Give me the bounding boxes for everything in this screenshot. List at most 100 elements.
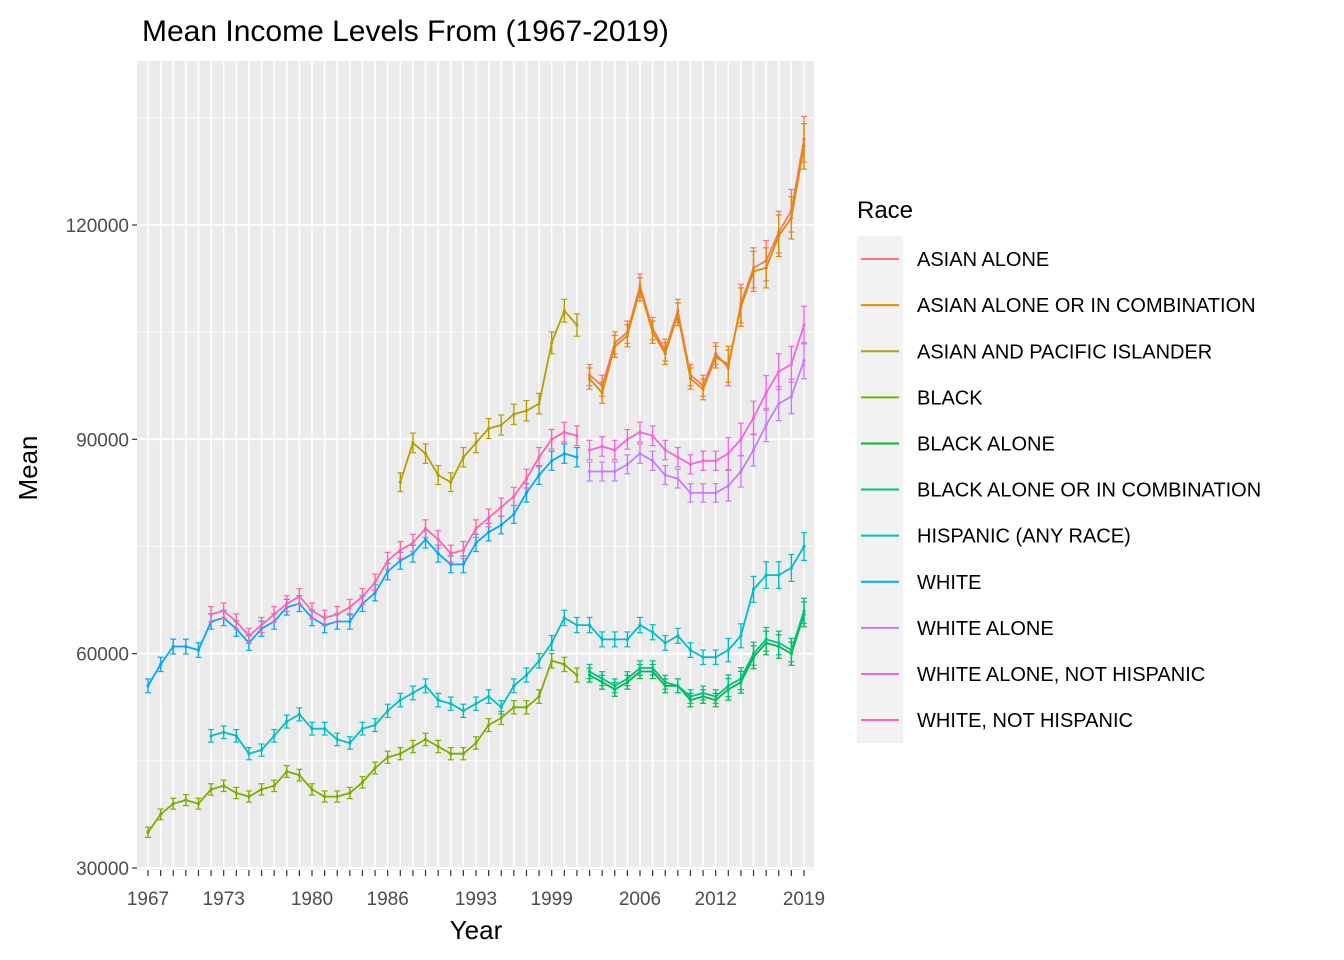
data-point [726,362,730,366]
data-point [234,734,238,738]
data-point [638,666,642,670]
data-point [550,659,554,663]
data-point [234,619,238,624]
data-point [499,705,503,709]
data-point [600,637,604,641]
data-point [222,730,226,734]
data-point [386,569,390,574]
data-point [701,691,705,695]
data-point [323,616,327,620]
data-point [575,673,579,677]
data-point [461,548,465,552]
data-point [651,630,655,634]
data-point [159,662,163,666]
data-point [651,434,655,438]
data-point [184,798,188,802]
data-point [537,659,541,663]
data-point [587,469,592,474]
data-point [285,769,289,774]
data-point [310,609,314,613]
y-tick-label: 60000 [76,645,129,666]
data-point [688,648,693,652]
legend-label-hispanic-any-race: HISPANIC (ANY RACE) [917,526,1131,548]
data-point [600,444,604,449]
data-point [802,544,806,549]
x-tick-label: 1967 [127,889,169,910]
data-point [512,494,516,499]
data-point [625,462,629,466]
data-point [600,469,604,474]
data-point [562,430,566,434]
data-point [297,594,301,599]
data-point [613,469,617,474]
data-point [159,812,163,817]
data-point [487,516,491,520]
x-tick-label: 1973 [203,889,245,910]
data-point [676,477,680,481]
data-point [461,455,465,459]
data-point [764,391,768,395]
data-point [751,269,756,274]
data-point [436,552,440,556]
data-point [373,591,377,595]
data-point [247,794,251,799]
data-point [613,637,617,641]
data-point [499,505,503,509]
data-point [726,452,730,456]
data-point [562,452,566,456]
data-point [663,448,667,452]
data-point [234,791,238,795]
data-point [726,484,730,488]
data-point [436,744,440,749]
data-point [512,412,516,416]
data-point [575,455,579,459]
data-point [537,455,541,459]
data-point [714,491,718,495]
data-point [701,491,705,495]
data-point [537,694,541,699]
data-point [789,394,793,399]
data-point [739,437,743,441]
series-line [589,610,805,698]
data-point [449,562,453,566]
data-point [398,752,402,756]
data-point [714,459,718,463]
data-point [688,377,693,381]
data-point [209,734,213,738]
data-point [310,787,314,792]
data-point [587,448,592,452]
data-point [550,641,554,645]
data-point [764,266,768,270]
data-point [726,684,730,688]
data-point [222,784,226,788]
x-tick-label: 1980 [291,889,333,910]
data-point [360,594,365,599]
y-tick-label: 90000 [76,430,129,451]
data-point [802,144,806,149]
y-axis-title: Mean [13,435,43,500]
data-point [537,402,541,406]
data-point [676,634,680,638]
data-point [777,402,781,406]
legend-label-white-alone: WHITE ALONE [917,618,1054,640]
data-point [411,552,415,556]
data-point [398,480,402,484]
series-line [589,614,805,701]
series-asian-and-pacific-islander [397,298,580,493]
data-point [272,734,276,738]
series-white-alone [586,342,807,503]
data-point [449,752,453,756]
data-point [739,305,743,309]
data-point [348,619,352,624]
data-point [688,462,693,466]
data-point [461,709,465,713]
data-point [802,323,806,327]
data-point [777,641,781,645]
legend-title: Race [857,197,913,224]
data-point [739,634,743,638]
x-tick-label: 1999 [531,889,573,910]
data-point [764,637,768,641]
data-point [550,459,554,463]
data-point [550,437,554,441]
